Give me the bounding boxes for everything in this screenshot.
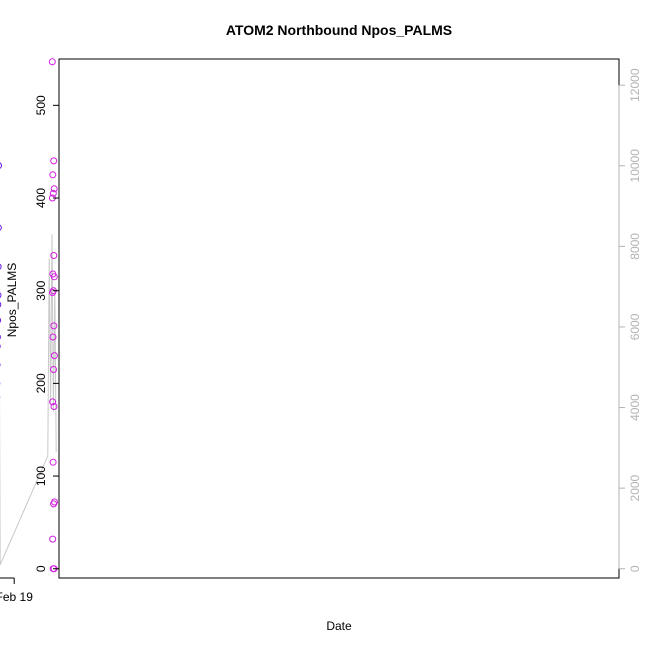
data-point — [50, 366, 57, 373]
data-point — [0, 292, 2, 299]
plot-frame — [58, 58, 620, 579]
data-point — [50, 352, 58, 360]
y-tick-label: 200 — [34, 373, 48, 393]
data-point — [0, 263, 2, 270]
y2-tick-label: 2000 — [628, 474, 642, 501]
axes-layer: Feb 11Feb 13Feb 15Feb 17Feb 190100200300… — [0, 68, 642, 604]
y-tick-label: 300 — [34, 280, 48, 300]
data-point — [50, 403, 58, 410]
data-point — [49, 171, 57, 179]
data-point — [50, 252, 58, 259]
y-tick-label: 100 — [34, 466, 48, 486]
y2-tick-label: 0 — [628, 565, 642, 572]
data-point — [49, 398, 57, 406]
data-point — [0, 317, 2, 323]
secondary-line-connector-3 — [0, 455, 49, 565]
y-tick-label: 500 — [34, 95, 48, 115]
y2-tick-label: 12000 — [628, 68, 642, 102]
data-point — [49, 458, 57, 466]
data-point — [49, 333, 57, 341]
chart-title: ATOM2 Northbound Npos_PALMS — [226, 22, 452, 38]
data-point — [50, 500, 58, 508]
data-point — [50, 322, 58, 330]
data-point — [0, 162, 2, 169]
data-point — [49, 535, 57, 543]
y2-tick-label: 10000 — [628, 149, 642, 183]
x-axis-label: Date — [326, 619, 352, 633]
data-point — [50, 273, 58, 281]
data-point — [0, 301, 2, 308]
secondary-line-layer — [0, 234, 57, 565]
y-tick-label: 0 — [34, 565, 48, 572]
y2-tick-label: 8000 — [628, 233, 642, 260]
data-point — [50, 157, 58, 165]
y2-tick-label: 6000 — [628, 313, 642, 340]
data-point — [49, 289, 56, 296]
secondary-line-segment-4 — [47, 234, 57, 456]
data-point — [48, 58, 56, 66]
x-tick-label: Feb 19 — [0, 590, 33, 604]
points-layer — [0, 58, 58, 573]
data-point — [0, 224, 2, 231]
y-tick-label: 400 — [34, 188, 48, 208]
data-point — [50, 185, 58, 193]
y2-tick-label: 4000 — [628, 394, 642, 421]
y-axis-label: Npos_PALMS — [5, 263, 19, 337]
data-point — [49, 189, 57, 197]
